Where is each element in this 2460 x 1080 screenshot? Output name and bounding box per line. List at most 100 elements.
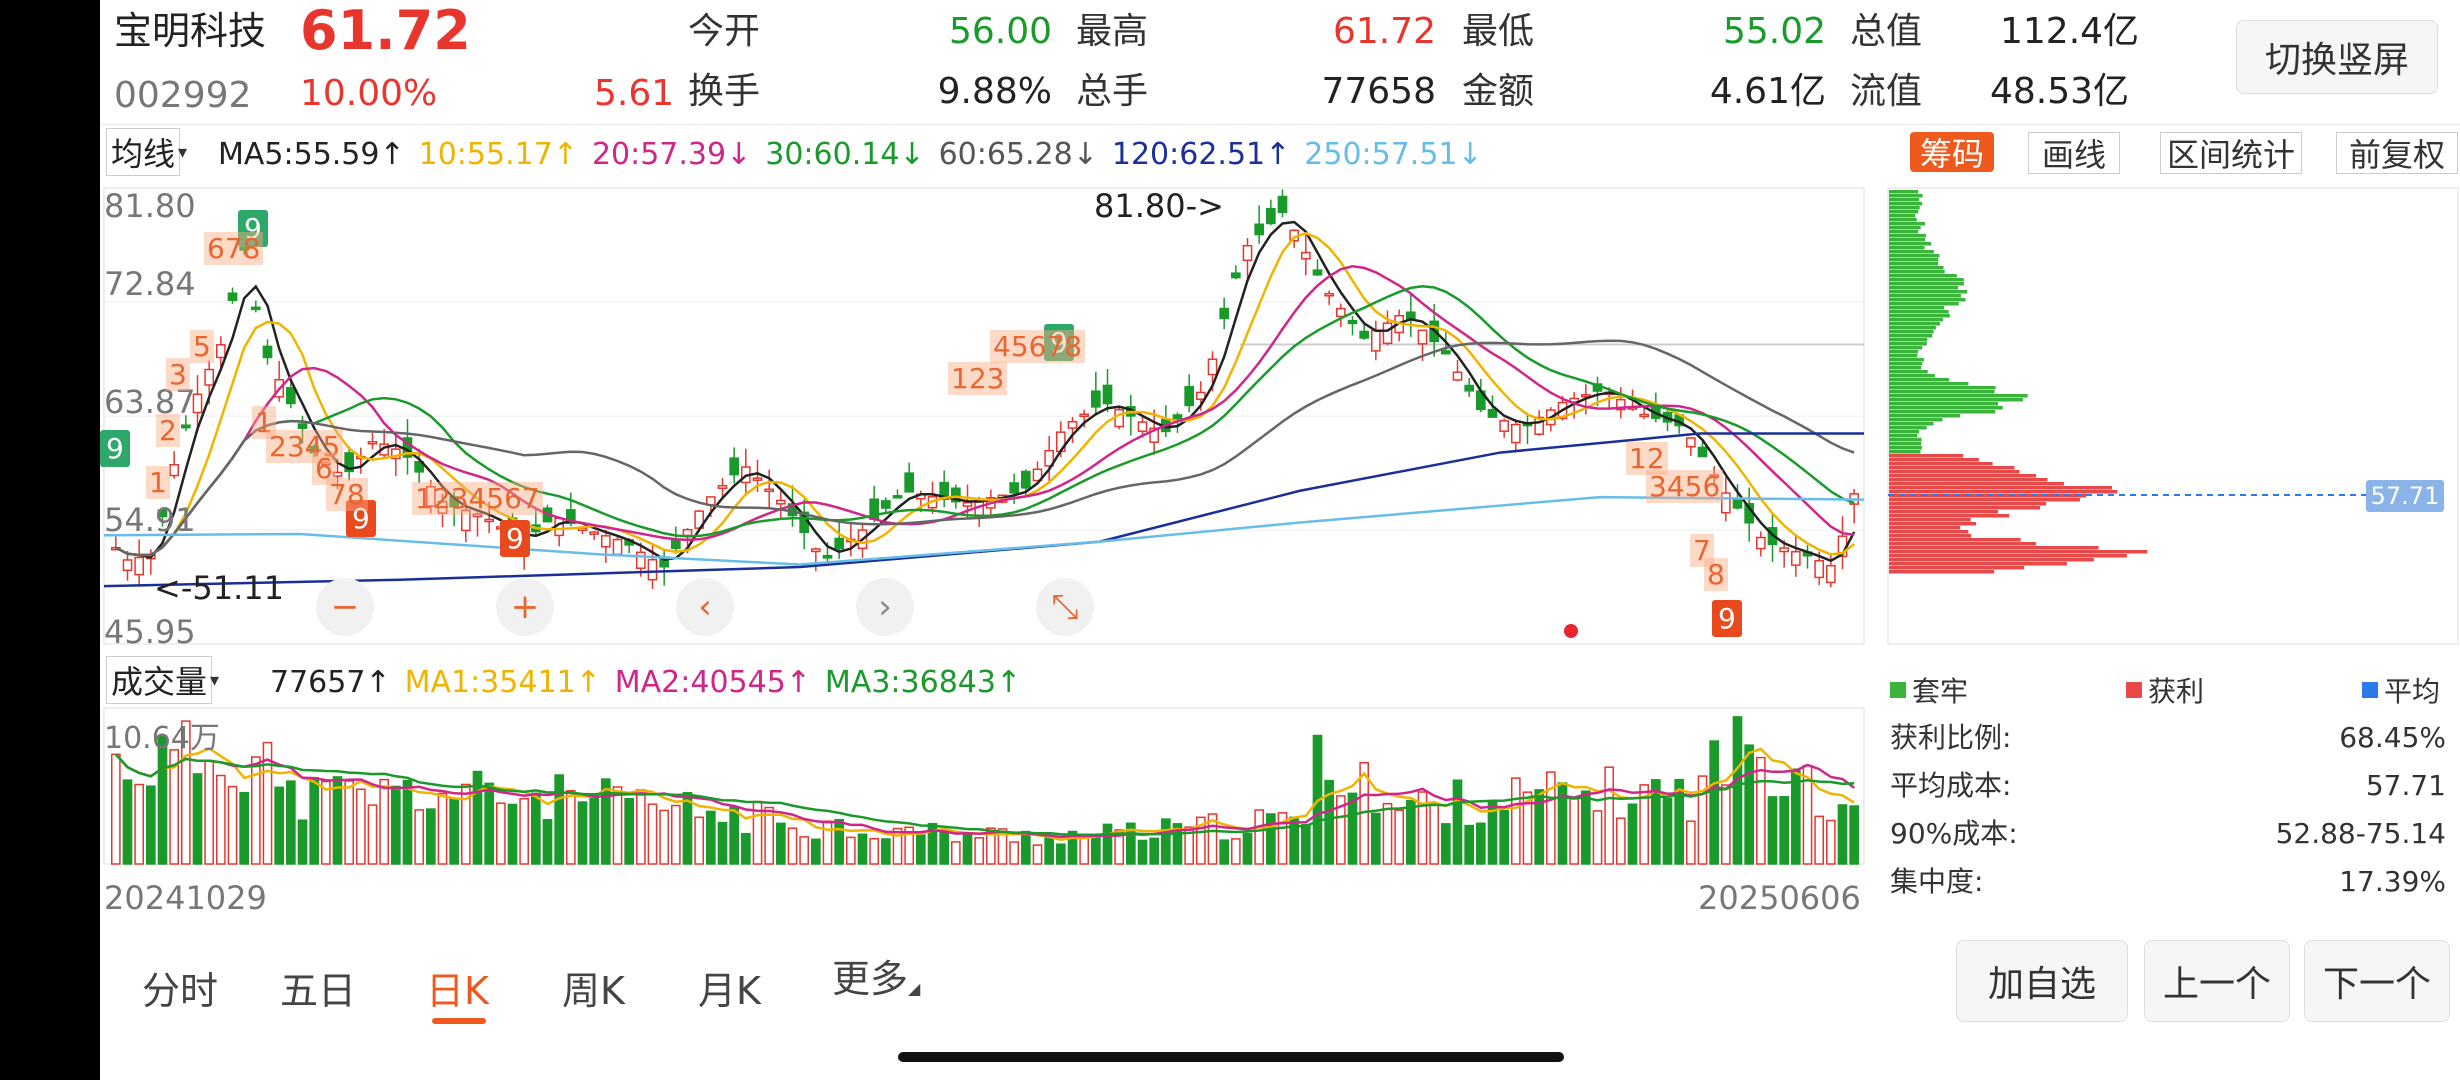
volume-selector[interactable]: 成交量 ▾ — [106, 656, 220, 704]
volume-bar — [1207, 813, 1218, 865]
zoom-out-button[interactable]: − — [316, 578, 374, 636]
add-watchlist-button[interactable]: 加自选 — [1956, 940, 2128, 1022]
volume-bar — [1779, 796, 1790, 865]
volume-bar — [589, 796, 600, 865]
tab-weekly-k[interactable]: 周K — [562, 969, 625, 1013]
volume-bar — [694, 816, 704, 865]
legend-trapped: 套牢 — [1890, 670, 1968, 710]
scroll-right-button[interactable]: › — [856, 578, 914, 636]
volume-bar — [169, 749, 180, 865]
candle-body — [1452, 371, 1463, 381]
candle-body — [1219, 307, 1230, 320]
tab-range-stats[interactable]: 区间统计 — [2160, 132, 2302, 174]
volume-bar — [997, 828, 1008, 865]
seq-9-marker: 9 — [1044, 324, 1074, 361]
chip-bar — [1889, 454, 1964, 458]
candle-body — [1709, 474, 1720, 478]
volume-bar — [1417, 791, 1428, 865]
header-divider — [100, 124, 2460, 125]
ma250-line — [103, 495, 1865, 566]
candle-body — [1464, 384, 1475, 392]
chip-bar — [1889, 274, 1957, 278]
candle-body — [262, 345, 273, 359]
switch-portrait-button[interactable]: 切换竖屏 — [2236, 20, 2438, 94]
chip-bar — [1889, 370, 1928, 374]
chip-bar — [1889, 206, 1920, 210]
chip-bar — [1889, 338, 1928, 342]
candle-body — [1347, 319, 1358, 325]
chip-bar — [1889, 550, 2148, 554]
chip-bar — [1889, 458, 1979, 462]
volume-value-item: MA3:36843↑ — [824, 664, 1022, 700]
volume-chart[interactable] — [100, 706, 1870, 866]
seq-marker: 1 — [252, 406, 276, 439]
volume-bar — [111, 753, 121, 865]
candle-body — [472, 513, 483, 518]
tab-more[interactable]: 更多 ◢ — [832, 960, 920, 998]
volume-bar — [437, 792, 448, 865]
candle-body — [122, 559, 133, 572]
chip-bar — [1889, 334, 1933, 338]
ma-selector[interactable]: 均线 ▾ — [106, 128, 187, 176]
candle-body — [1697, 446, 1708, 458]
tab-chip[interactable]: 筹码 — [1910, 132, 1994, 173]
chip-bar — [1889, 238, 1926, 242]
chip-bar — [1889, 530, 1969, 534]
price-axis-bottom: 45.95 — [104, 613, 196, 651]
change-percent: 10.00% — [300, 73, 438, 114]
scroll-left-button[interactable]: ‹ — [676, 578, 734, 636]
ma-value-item: 30:60.14↓ — [765, 136, 925, 172]
tab-five-day[interactable]: 五日 — [280, 969, 357, 1013]
chip-bar — [1889, 570, 1995, 574]
chip-bar — [1889, 394, 2028, 398]
volume-bar — [356, 788, 366, 865]
tab-draw-line[interactable]: 画线 — [2028, 132, 2120, 174]
volume-bar — [706, 810, 716, 865]
zoom-in-button[interactable]: + — [496, 578, 554, 636]
volume-bar — [892, 827, 903, 865]
volume-bar — [1441, 823, 1451, 865]
chip-bar — [1889, 514, 2010, 518]
home-indicator[interactable] — [898, 1052, 1564, 1062]
dropdown-corner-icon: ◢ — [908, 979, 921, 998]
previous-stock-button[interactable]: 上一个 — [2144, 940, 2290, 1022]
volume-bar — [379, 778, 390, 865]
volume-bar — [1627, 803, 1638, 865]
volume-ma-line — [114, 753, 1855, 837]
tab-daily-k[interactable]: 日K — [426, 969, 489, 1013]
chip-bar — [1889, 386, 1996, 390]
volume-bar — [1674, 778, 1685, 865]
chip-bar — [1889, 506, 2041, 510]
next-stock-button[interactable]: 下一个 — [2304, 940, 2450, 1022]
seq-9-marker: 9 — [100, 430, 130, 467]
tab-monthly-k[interactable]: 月K — [698, 969, 761, 1013]
chip-bar — [1889, 258, 1939, 262]
chip-bar — [1889, 194, 1923, 198]
candle-body — [1371, 329, 1381, 352]
event-dot-icon[interactable] — [1564, 624, 1578, 638]
tab-forward-adjust[interactable]: 前复权 — [2336, 132, 2458, 174]
stock-detail-screen: 宝明科技 61.72 002992 10.00% 5.61 今开 56.00 最… — [100, 0, 2460, 1080]
volume-bar — [636, 789, 646, 865]
active-tab-indicator — [432, 1018, 486, 1024]
volume-bar — [321, 780, 331, 865]
volume-bar — [367, 804, 378, 865]
candle-body — [682, 528, 693, 537]
candle-body — [157, 509, 168, 518]
volume-bar — [391, 785, 401, 865]
chip-bar — [1889, 518, 1971, 522]
reset-zoom-button[interactable]: ⤡ — [1036, 578, 1094, 636]
kline-chart[interactable] — [100, 180, 1870, 650]
chip-bar — [1889, 286, 1959, 290]
candle-body — [1336, 307, 1346, 318]
candle-body — [1114, 408, 1124, 428]
volume-bar — [1697, 775, 1708, 865]
seq-marker: 3456 — [1646, 470, 1724, 503]
stat-label-turnover: 换手 — [688, 71, 761, 112]
chip-bar — [1889, 202, 1922, 206]
candle-body — [1149, 427, 1160, 443]
chevron-down-icon: ▾ — [210, 669, 220, 691]
volume-bar — [717, 821, 728, 865]
volume-bar — [1522, 791, 1533, 865]
tab-intraday[interactable]: 分时 — [142, 969, 219, 1013]
